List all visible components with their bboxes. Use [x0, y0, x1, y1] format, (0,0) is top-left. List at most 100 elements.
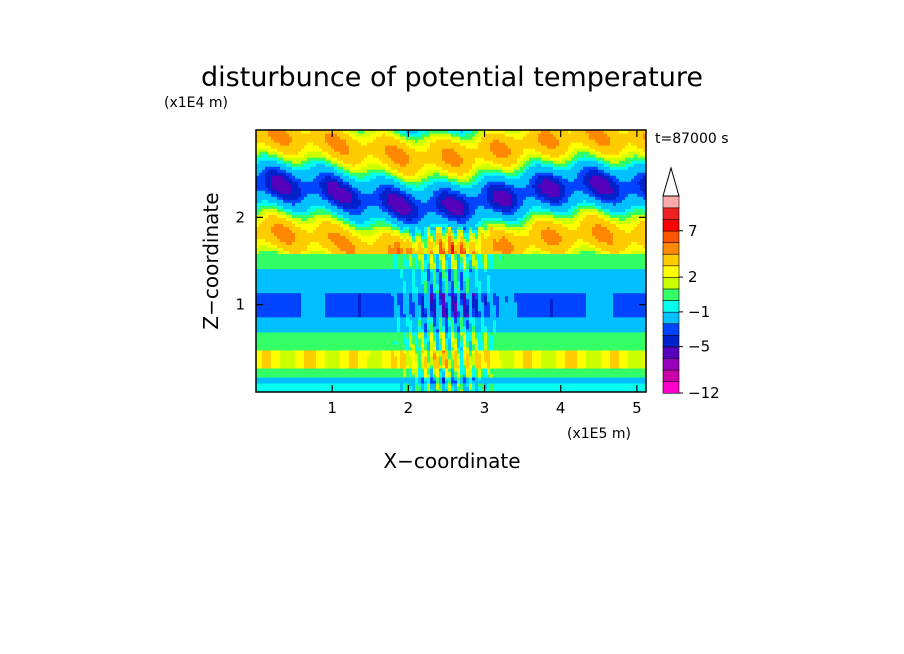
heatmap-cell: [307, 172, 311, 176]
heatmap-cell: [328, 178, 332, 182]
heatmap-cell: [358, 220, 362, 224]
heatmap-cell: [298, 271, 302, 276]
heatmap-cell: [361, 250, 365, 255]
heatmap-cell: [370, 388, 374, 392]
heatmap-cell: [376, 355, 380, 360]
heatmap-cell: [382, 307, 386, 312]
heatmap-cell: [259, 280, 263, 285]
heatmap-cell: [280, 196, 284, 200]
heatmap-cell: [328, 340, 332, 345]
heatmap-cell: [265, 361, 269, 366]
heatmap-cell: [292, 130, 296, 134]
heatmap-cell: [364, 199, 368, 203]
heatmap-cell: [274, 334, 278, 339]
heatmap-cell: [256, 262, 260, 267]
heatmap-cell: [322, 322, 326, 327]
heatmap-cell: [370, 178, 374, 182]
heatmap-cell: [295, 241, 299, 246]
heatmap-cell: [364, 202, 368, 206]
heatmap-cell: [343, 388, 347, 392]
heatmap-cell: [271, 157, 275, 161]
heatmap-cell: [355, 370, 359, 375]
heatmap-cell: [379, 217, 383, 221]
heatmap-cell: [349, 376, 353, 381]
heatmap-cell: [316, 376, 320, 381]
heatmap-cell: [337, 238, 341, 243]
heatmap-cell: [328, 154, 332, 158]
heatmap-cell: [331, 145, 335, 149]
heatmap-cell: [256, 268, 260, 273]
heatmap-cell: [343, 328, 347, 333]
heatmap-cell: [331, 322, 335, 327]
heatmap-cell: [379, 145, 383, 149]
heatmap-cell: [310, 175, 314, 179]
heatmap-cell: [322, 208, 326, 212]
heatmap-cell: [292, 175, 296, 179]
heatmap-cell: [370, 316, 374, 321]
heatmap-cell: [331, 136, 335, 140]
heatmap-cell: [382, 223, 386, 227]
heatmap-cell: [298, 370, 302, 375]
heatmap-cell: [334, 367, 338, 372]
heatmap-cell: [307, 157, 311, 161]
heatmap-cell: [325, 292, 329, 297]
heatmap-cell: [355, 253, 359, 258]
heatmap-cell: [292, 142, 296, 146]
heatmap-cell: [358, 211, 362, 215]
heatmap-cell: [295, 181, 299, 185]
heatmap-cell: [265, 139, 269, 143]
heatmap-cell: [379, 199, 383, 203]
heatmap-cell: [340, 286, 344, 291]
heatmap-cell: [385, 313, 389, 318]
heatmap-cell: [304, 256, 308, 261]
heatmap-cell: [358, 214, 362, 218]
heatmap-cell: [259, 190, 263, 194]
heatmap-cell: [307, 196, 311, 200]
heatmap-cell: [319, 181, 323, 185]
heatmap-cell: [313, 337, 317, 342]
heatmap-cell: [349, 211, 353, 215]
heatmap-cell: [259, 271, 263, 276]
heatmap-cell: [283, 199, 287, 203]
heatmap-cell: [337, 157, 341, 161]
heatmap-cell: [322, 151, 326, 155]
heatmap-cell: [340, 313, 344, 318]
heatmap-cell: [268, 265, 272, 270]
heatmap-cell: [361, 322, 365, 327]
heatmap-cell: [346, 295, 350, 300]
heatmap-cell: [337, 136, 341, 140]
heatmap-cell: [361, 208, 365, 212]
heatmap-cell: [301, 232, 305, 236]
heatmap-cell: [316, 382, 320, 387]
heatmap-cell: [379, 220, 383, 224]
heatmap-cell: [325, 286, 329, 291]
heatmap-cell: [262, 361, 266, 366]
heatmap-cell: [343, 382, 347, 387]
heatmap-cell: [361, 265, 365, 270]
heatmap-cell: [361, 328, 365, 333]
heatmap-cell: [298, 196, 302, 200]
heatmap-cell: [274, 205, 278, 209]
heatmap-cell: [334, 343, 338, 348]
heatmap-cell: [334, 163, 338, 167]
heatmap-cell: [340, 160, 344, 164]
heatmap-cell: [328, 214, 332, 218]
heatmap-cell: [337, 274, 341, 279]
heatmap-cell: [334, 130, 338, 134]
heatmap-cell: [283, 181, 287, 185]
heatmap-cell: [280, 184, 284, 188]
heatmap-cell: [298, 283, 302, 288]
heatmap-cell: [337, 358, 341, 363]
heatmap-cell: [295, 274, 299, 279]
heatmap-cell: [337, 244, 341, 249]
heatmap-cell: [352, 346, 356, 351]
heatmap-cell: [304, 382, 308, 387]
heatmap-cell: [265, 343, 269, 348]
heatmap-cell: [370, 292, 374, 297]
heatmap-cell: [325, 184, 329, 188]
heatmap-cell: [313, 250, 317, 255]
heatmap-cell: [277, 142, 281, 146]
heatmap-cell: [298, 253, 302, 258]
heatmap-cell: [301, 178, 305, 182]
heatmap-cell: [262, 163, 266, 167]
